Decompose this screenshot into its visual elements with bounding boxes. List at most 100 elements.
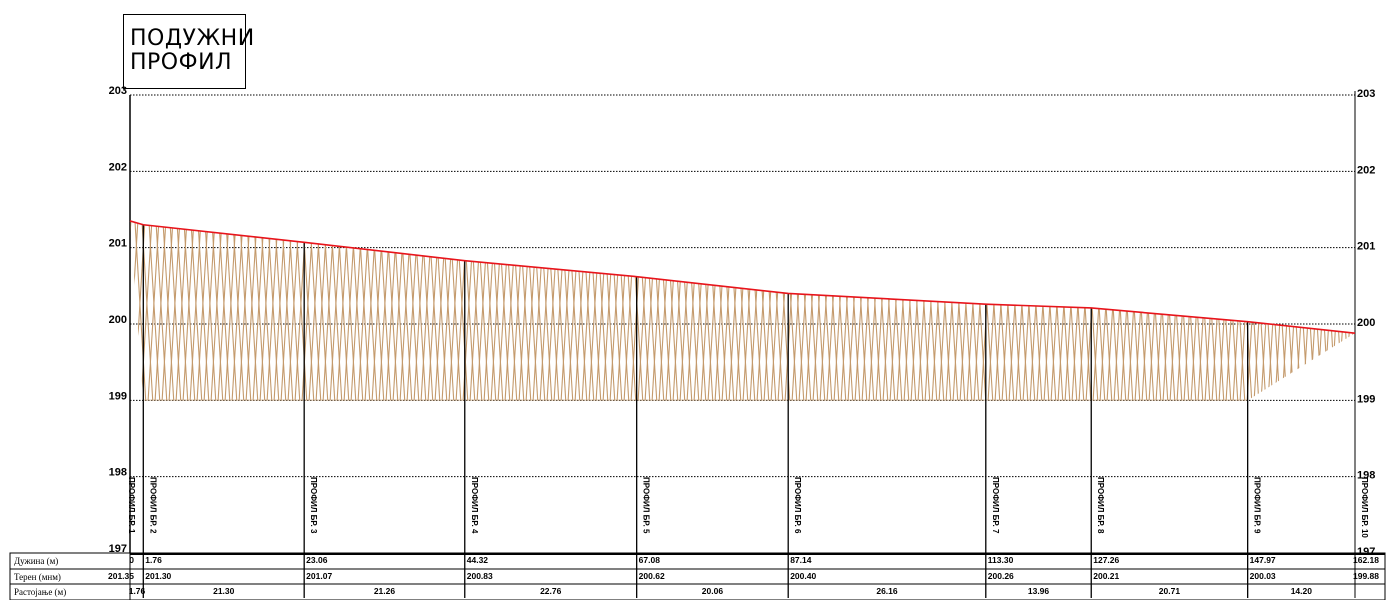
table-cell: 201.07 — [306, 571, 332, 581]
table-row-label: Терен (мнм) — [14, 572, 61, 582]
y-tick-label-right: 200 — [1357, 317, 1375, 329]
table-cell: 26.16 — [876, 586, 898, 596]
y-tick-label-left: 201 — [109, 238, 127, 250]
hatch-line — [1351, 220, 1355, 401]
hatch-line — [1359, 205, 1371, 402]
terrain-polyline — [129, 220, 1356, 334]
hatch-line — [147, 220, 161, 401]
profile-label: ПРОФИЛ БР. 2 — [148, 477, 157, 534]
profile-label: ПРОФИЛ БР. 3 — [309, 477, 318, 534]
hatch-line — [231, 220, 245, 401]
table-cell: 20.06 — [702, 586, 724, 596]
table-cell: 113.30 — [988, 555, 1014, 565]
y-tick-label-right: 203 — [1357, 88, 1375, 100]
y-tick-label-right: 198 — [1357, 470, 1375, 482]
table-cell: 201.30 — [145, 571, 171, 581]
hatch-line — [1309, 220, 1323, 401]
profile-label: ПРОФИЛ БР. 7 — [991, 477, 1000, 534]
table-cell: 147.97 — [1250, 555, 1276, 565]
hatch-line — [189, 220, 203, 401]
hatch-line — [238, 220, 252, 401]
hatch-line — [1359, 205, 1371, 402]
table-cell: 200.83 — [467, 571, 493, 581]
terrain-hatch — [130, 205, 1371, 402]
hatch-line — [196, 220, 210, 401]
profile-label: ПРОФИЛ БР. 4 — [470, 477, 479, 534]
hatch-line — [182, 220, 196, 401]
table-cell: 201.35 — [108, 571, 134, 581]
y-tick-label-right: 201 — [1357, 241, 1375, 253]
profile-label: ПРОФИЛ БР. 6 — [793, 477, 802, 534]
table-cell: 199.88 — [1353, 571, 1379, 581]
table-row-label: Растојање (м) — [14, 587, 66, 597]
y-tick-label-left: 197 — [109, 543, 127, 555]
hatch-line — [1316, 220, 1330, 401]
hatch-line — [245, 220, 259, 401]
hatch-line — [1323, 220, 1337, 401]
hatch-line — [154, 220, 168, 401]
profile-labels: ПРОФИЛ БР. 1 ПРОФИЛ БР. 2 ПРОФИЛ БР. 3 ПРОФ… — [127, 477, 1369, 538]
profile-label: ПРОФИЛ БР. 5 — [642, 477, 651, 534]
table-cell: 200.62 — [639, 571, 665, 581]
table-cell: 1.76 — [145, 555, 162, 565]
hatch-line — [1337, 220, 1351, 401]
profile-label: ПРОФИЛ БР. 10 — [1360, 477, 1369, 538]
y-tick-label-right: 199 — [1357, 393, 1375, 405]
y-tick-label-right: 202 — [1357, 164, 1375, 176]
table-cell: 13.96 — [1028, 586, 1050, 596]
title-line-2: ПРОФИЛ — [130, 50, 233, 75]
table-cell: 127.26 — [1093, 555, 1119, 565]
hatch-line — [1351, 220, 1355, 401]
terrain-line — [129, 220, 1356, 334]
profile-label: ПРОФИЛ БР. 1 — [127, 477, 136, 534]
table-cell: 44.32 — [467, 555, 489, 565]
profile-label: ПРОФИЛ БР. 8 — [1096, 477, 1105, 534]
hatch-line — [1323, 220, 1337, 401]
table-cell: 22.76 — [540, 586, 562, 596]
hatch-line — [1281, 220, 1295, 401]
data-table: Дужина (м) 0 1.76 23.06 44.32 67.08 87.14 113.3… — [9, 552, 1386, 600]
hatch-line — [1330, 220, 1344, 401]
hatch-line — [1302, 220, 1316, 401]
table-cell: 0 — [129, 555, 134, 565]
hatch-line — [1337, 220, 1351, 401]
y-tick-label-left: 199 — [109, 390, 127, 402]
table-cell: 162.18 — [1353, 555, 1379, 565]
hatch-line — [1316, 220, 1330, 401]
table-cell: 67.08 — [639, 555, 661, 565]
hatch-line — [161, 220, 175, 401]
table-cell: 20.71 — [1159, 586, 1181, 596]
title-box: ПОДУЖНИ ПРОФИЛ — [123, 14, 254, 89]
hatch-line — [224, 220, 238, 401]
profile-label: ПРОФИЛ БР. 9 — [1253, 477, 1262, 534]
table-cell: 200.26 — [988, 571, 1014, 581]
table-cell: 23.06 — [306, 555, 328, 565]
hatch-line — [203, 220, 217, 401]
table-cell: 14.20 — [1291, 586, 1313, 596]
title-line-1: ПОДУЖНИ — [130, 26, 255, 51]
table-cell: 200.40 — [790, 571, 816, 581]
table-row-label: Дужина (м) — [14, 556, 58, 566]
hatch-line — [168, 220, 182, 401]
y-tick-label-left: 200 — [109, 314, 127, 326]
hatch-line — [1288, 220, 1302, 401]
y-tick-label-left: 203 — [109, 85, 127, 97]
table-cell: 200.21 — [1093, 571, 1119, 581]
y-tick-label-left: 198 — [109, 467, 127, 479]
table-cell: 21.26 — [374, 586, 396, 596]
hatch-line — [1295, 220, 1309, 401]
table-cell: 1.76 — [129, 586, 146, 596]
table-cell: 87.14 — [790, 555, 812, 565]
hatch-line — [130, 220, 140, 401]
y-tick-label-left: 202 — [109, 161, 127, 173]
hatch-line — [210, 220, 224, 401]
hatch-line — [175, 220, 189, 401]
table-cell: 21.30 — [213, 586, 235, 596]
hatch-line — [1295, 220, 1309, 401]
profile-lines — [129, 220, 1356, 598]
table-cell: 200.03 — [1250, 571, 1276, 581]
hatch-line — [1309, 220, 1323, 401]
hatch-line — [217, 220, 231, 401]
